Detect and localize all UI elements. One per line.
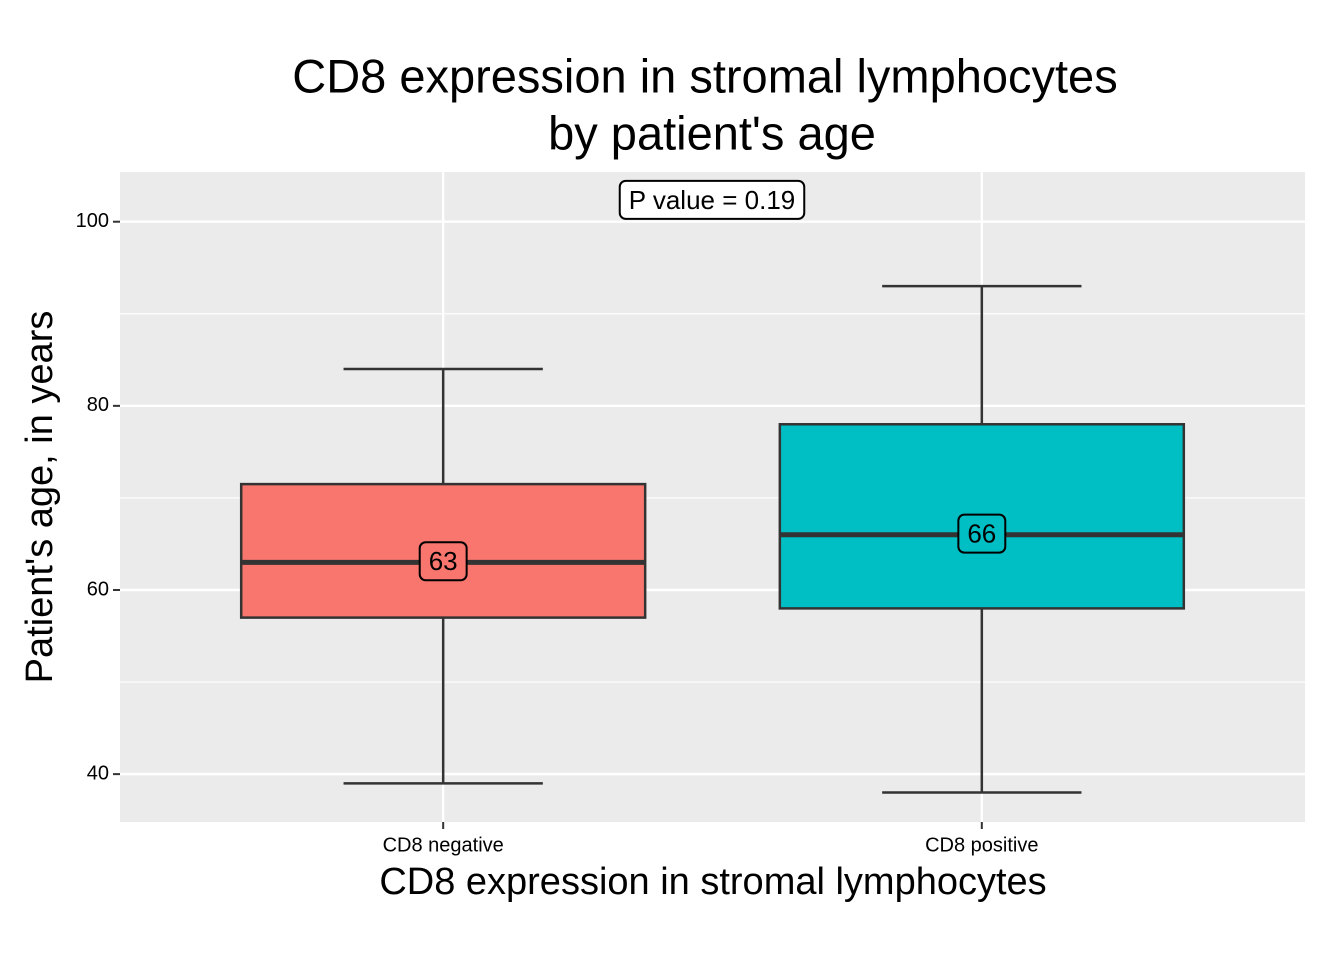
- median-label-box: [418, 541, 468, 582]
- grid: [120, 172, 1305, 822]
- y-tick-label: 60: [87, 578, 109, 600]
- median-label: 63: [429, 546, 458, 576]
- y-axis-title: Patient's age, in years: [19, 311, 61, 684]
- x-tick-label: CD8 negative: [383, 834, 504, 856]
- x-tick-label: CD8 positive: [925, 834, 1038, 856]
- y-tick-label: 80: [87, 394, 109, 416]
- x-axis-title: CD8 expression in stromal lymphocytes: [379, 861, 1046, 903]
- y-tick-label: 40: [87, 762, 109, 784]
- annotation-box: [618, 179, 806, 220]
- annotation: P value = 0.19: [629, 185, 796, 215]
- y-tick-label: 100: [76, 210, 109, 232]
- chart-title: CD8 expression in stromal lymphocytes: [292, 49, 1117, 102]
- median-label-box: [957, 513, 1007, 554]
- median-label: 66: [967, 519, 996, 549]
- chart-title: by patient's age: [548, 106, 876, 159]
